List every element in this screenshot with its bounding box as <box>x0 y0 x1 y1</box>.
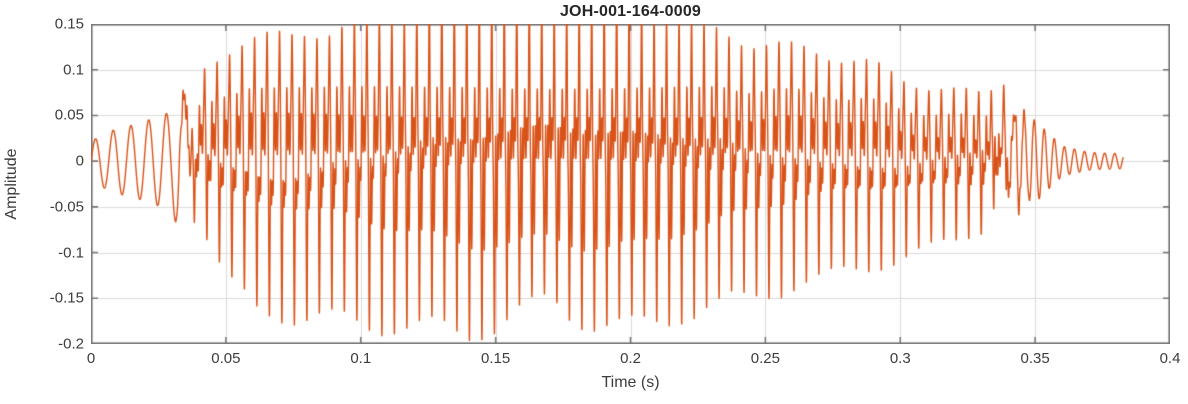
waveform-canvas <box>91 24 1170 344</box>
x-tick-label: 0.25 <box>750 350 780 367</box>
x-axis-label: Time (s) <box>601 374 660 391</box>
x-tick-label: 0.3 <box>889 350 911 367</box>
y-tick-label: 0.15 <box>54 15 84 33</box>
y-tick-label: 0 <box>75 152 84 170</box>
x-tick-label: 0.15 <box>481 350 511 367</box>
x-tick-label: 0.35 <box>1020 350 1050 367</box>
y-tick-label: 0.1 <box>63 61 84 79</box>
x-tick-label: 0.4 <box>1159 350 1181 367</box>
x-tick-label: 0.05 <box>211 350 241 367</box>
y-axis-label: Amplitude <box>3 148 20 220</box>
y-tick-label: -0.1 <box>58 244 84 262</box>
y-tick-label: -0.15 <box>49 289 84 307</box>
y-tick-label: -0.05 <box>49 198 84 216</box>
plot-area <box>91 24 1170 344</box>
x-tick-label: 0 <box>86 350 96 367</box>
plot-title: JOH-001-164-0009 <box>559 3 702 20</box>
y-tick-label: -0.2 <box>58 335 84 353</box>
x-tick-label: 0.2 <box>620 350 641 367</box>
x-tick-label: 0.1 <box>350 350 372 367</box>
y-tick-label: 0.05 <box>54 106 84 124</box>
